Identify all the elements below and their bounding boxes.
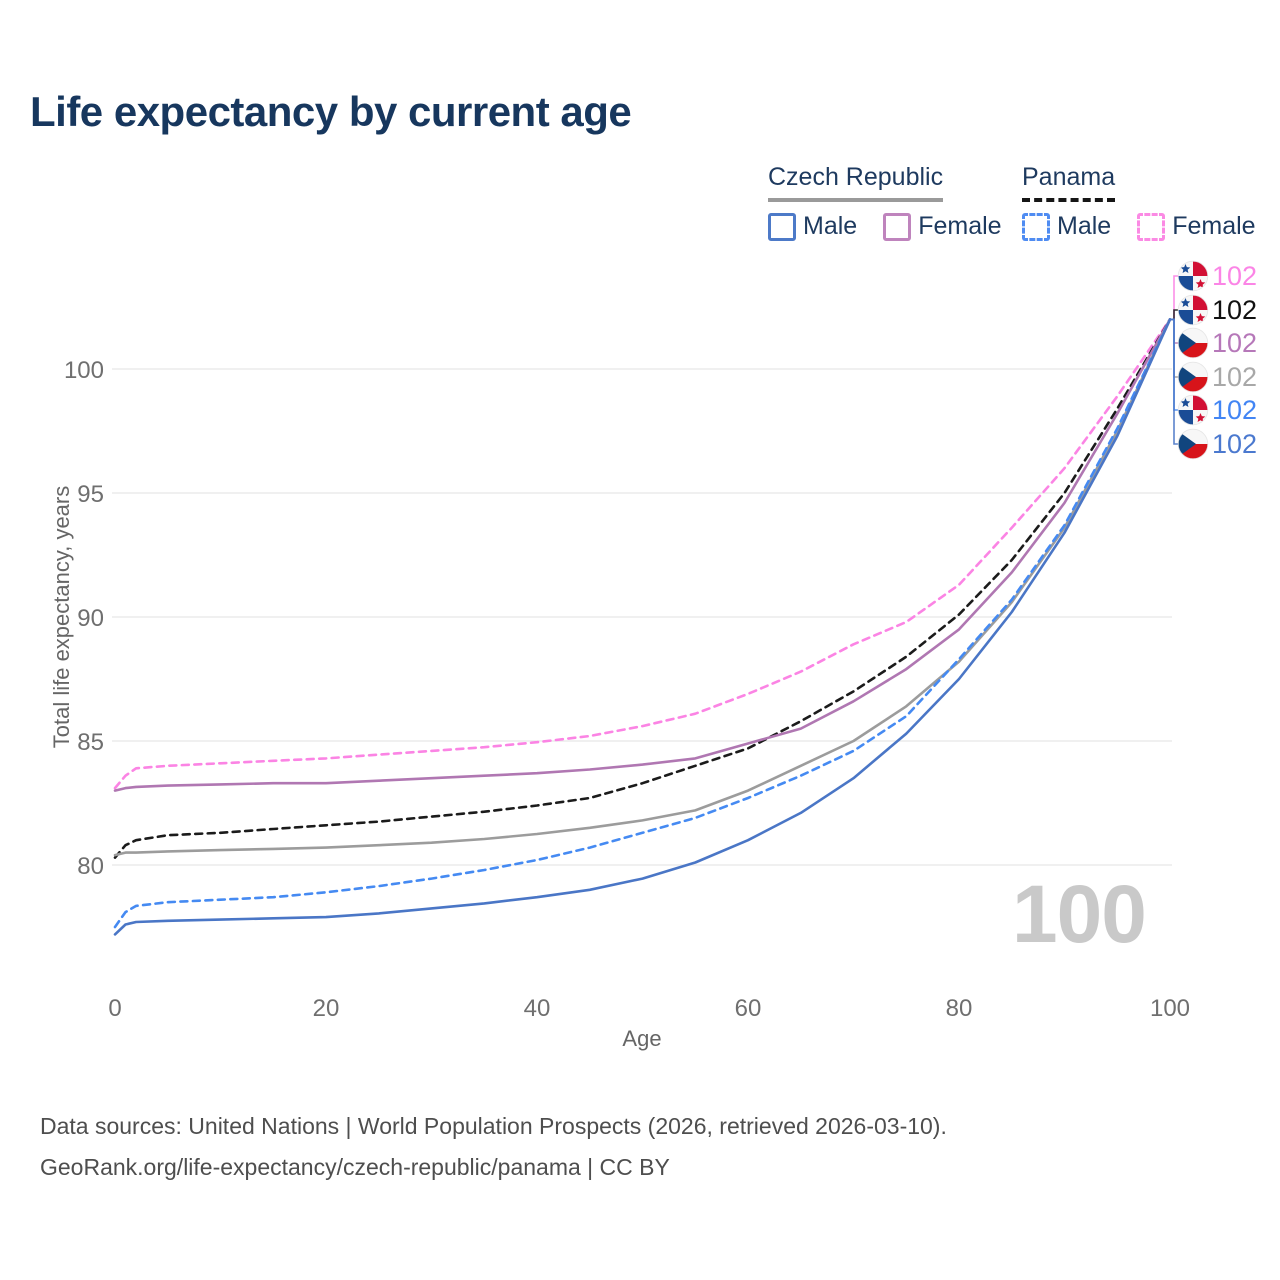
legend-label-panama-female: Female <box>1172 212 1256 240</box>
end-connector-czech-male <box>1170 318 1179 445</box>
end-label-panama-male: 102 <box>1212 395 1257 425</box>
legend-group-panama: Panama Male Female <box>1022 163 1256 241</box>
flag-ring <box>1177 327 1209 359</box>
star-shape <box>1180 298 1191 308</box>
legend-item-panama-male[interactable]: Male <box>1022 212 1111 241</box>
end-label-panama-total: 102 <box>1212 295 1257 325</box>
star-shape <box>1195 313 1206 323</box>
x-tick-label: 80 <box>946 995 973 1022</box>
flag-ring <box>1177 361 1209 393</box>
legend-item-panama-female[interactable]: Female <box>1137 212 1256 241</box>
star-shape <box>1195 279 1206 289</box>
series-line-czech-female[interactable] <box>113 318 1172 792</box>
x-axis-title: Age <box>622 1026 662 1051</box>
x-tick-label: 20 <box>313 995 340 1022</box>
flag-ring <box>1177 394 1209 426</box>
series-line-panama-male[interactable] <box>113 318 1172 929</box>
legend-item-czech-male[interactable]: Male <box>768 212 857 241</box>
x-tick-label: 100 <box>1150 995 1190 1022</box>
czech-flag-icon <box>1178 328 1208 358</box>
legend-label-czech-male: Male <box>803 212 858 240</box>
y-tick-label: 90 <box>77 605 104 632</box>
end-label-czech-female: 102 <box>1212 328 1257 358</box>
czech-female-swatch-icon <box>883 212 912 241</box>
footer-data-sources: Data sources: United Nations | World Pop… <box>40 1113 947 1139</box>
page-title: Life expectancy by current age <box>30 88 632 135</box>
flag-ring <box>1177 428 1209 460</box>
series-line-czech-male[interactable] <box>113 318 1172 936</box>
star-shape <box>1195 413 1206 423</box>
czech-flag-icon <box>1178 362 1208 392</box>
hover-age-watermark: 100 <box>1012 869 1147 960</box>
legend-country-czech-republic[interactable]: Czech Republic <box>768 163 944 202</box>
footer: Data sources: United Nations | World Pop… <box>40 1106 947 1188</box>
end-label-panama-female: 102 <box>1212 261 1257 291</box>
y-tick-label: 100 <box>64 357 104 384</box>
legend-group-czech-republic: Czech Republic Male Female <box>768 163 1002 241</box>
series-line-czech-total[interactable] <box>113 318 1172 857</box>
czech-male-swatch-icon <box>768 212 796 241</box>
x-tick-label: 0 <box>108 995 121 1022</box>
flag-ring <box>1177 294 1209 326</box>
end-label-czech-total: 102 <box>1212 362 1257 392</box>
panama-female-swatch-icon <box>1137 212 1166 241</box>
x-tick-label: 60 <box>735 995 762 1022</box>
end-connector-panama-total <box>1170 309 1179 321</box>
star-shape <box>1180 264 1191 274</box>
y-tick-label: 85 <box>77 729 104 756</box>
flag-ring <box>1177 260 1209 292</box>
legend-country-panama[interactable]: Panama <box>1022 163 1116 202</box>
legend-label-czech-female: Female <box>918 212 1002 240</box>
y-tick-label: 80 <box>77 853 104 880</box>
series-line-panama-female[interactable] <box>113 318 1172 790</box>
star-shape <box>1180 398 1191 408</box>
end-label-czech-male: 102 <box>1212 429 1257 459</box>
legend-item-czech-female[interactable]: Female <box>883 212 1002 241</box>
panama-male-swatch-icon <box>1022 212 1050 241</box>
czech-flag-icon <box>1178 429 1208 459</box>
series-line-panama-total[interactable] <box>113 318 1172 859</box>
legend-label-panama-male: Male <box>1057 212 1112 240</box>
x-tick-label: 40 <box>524 995 551 1022</box>
y-tick-label: 95 <box>77 481 104 508</box>
footer-attribution: GeoRank.org/life-expectancy/czech-republ… <box>40 1154 670 1180</box>
